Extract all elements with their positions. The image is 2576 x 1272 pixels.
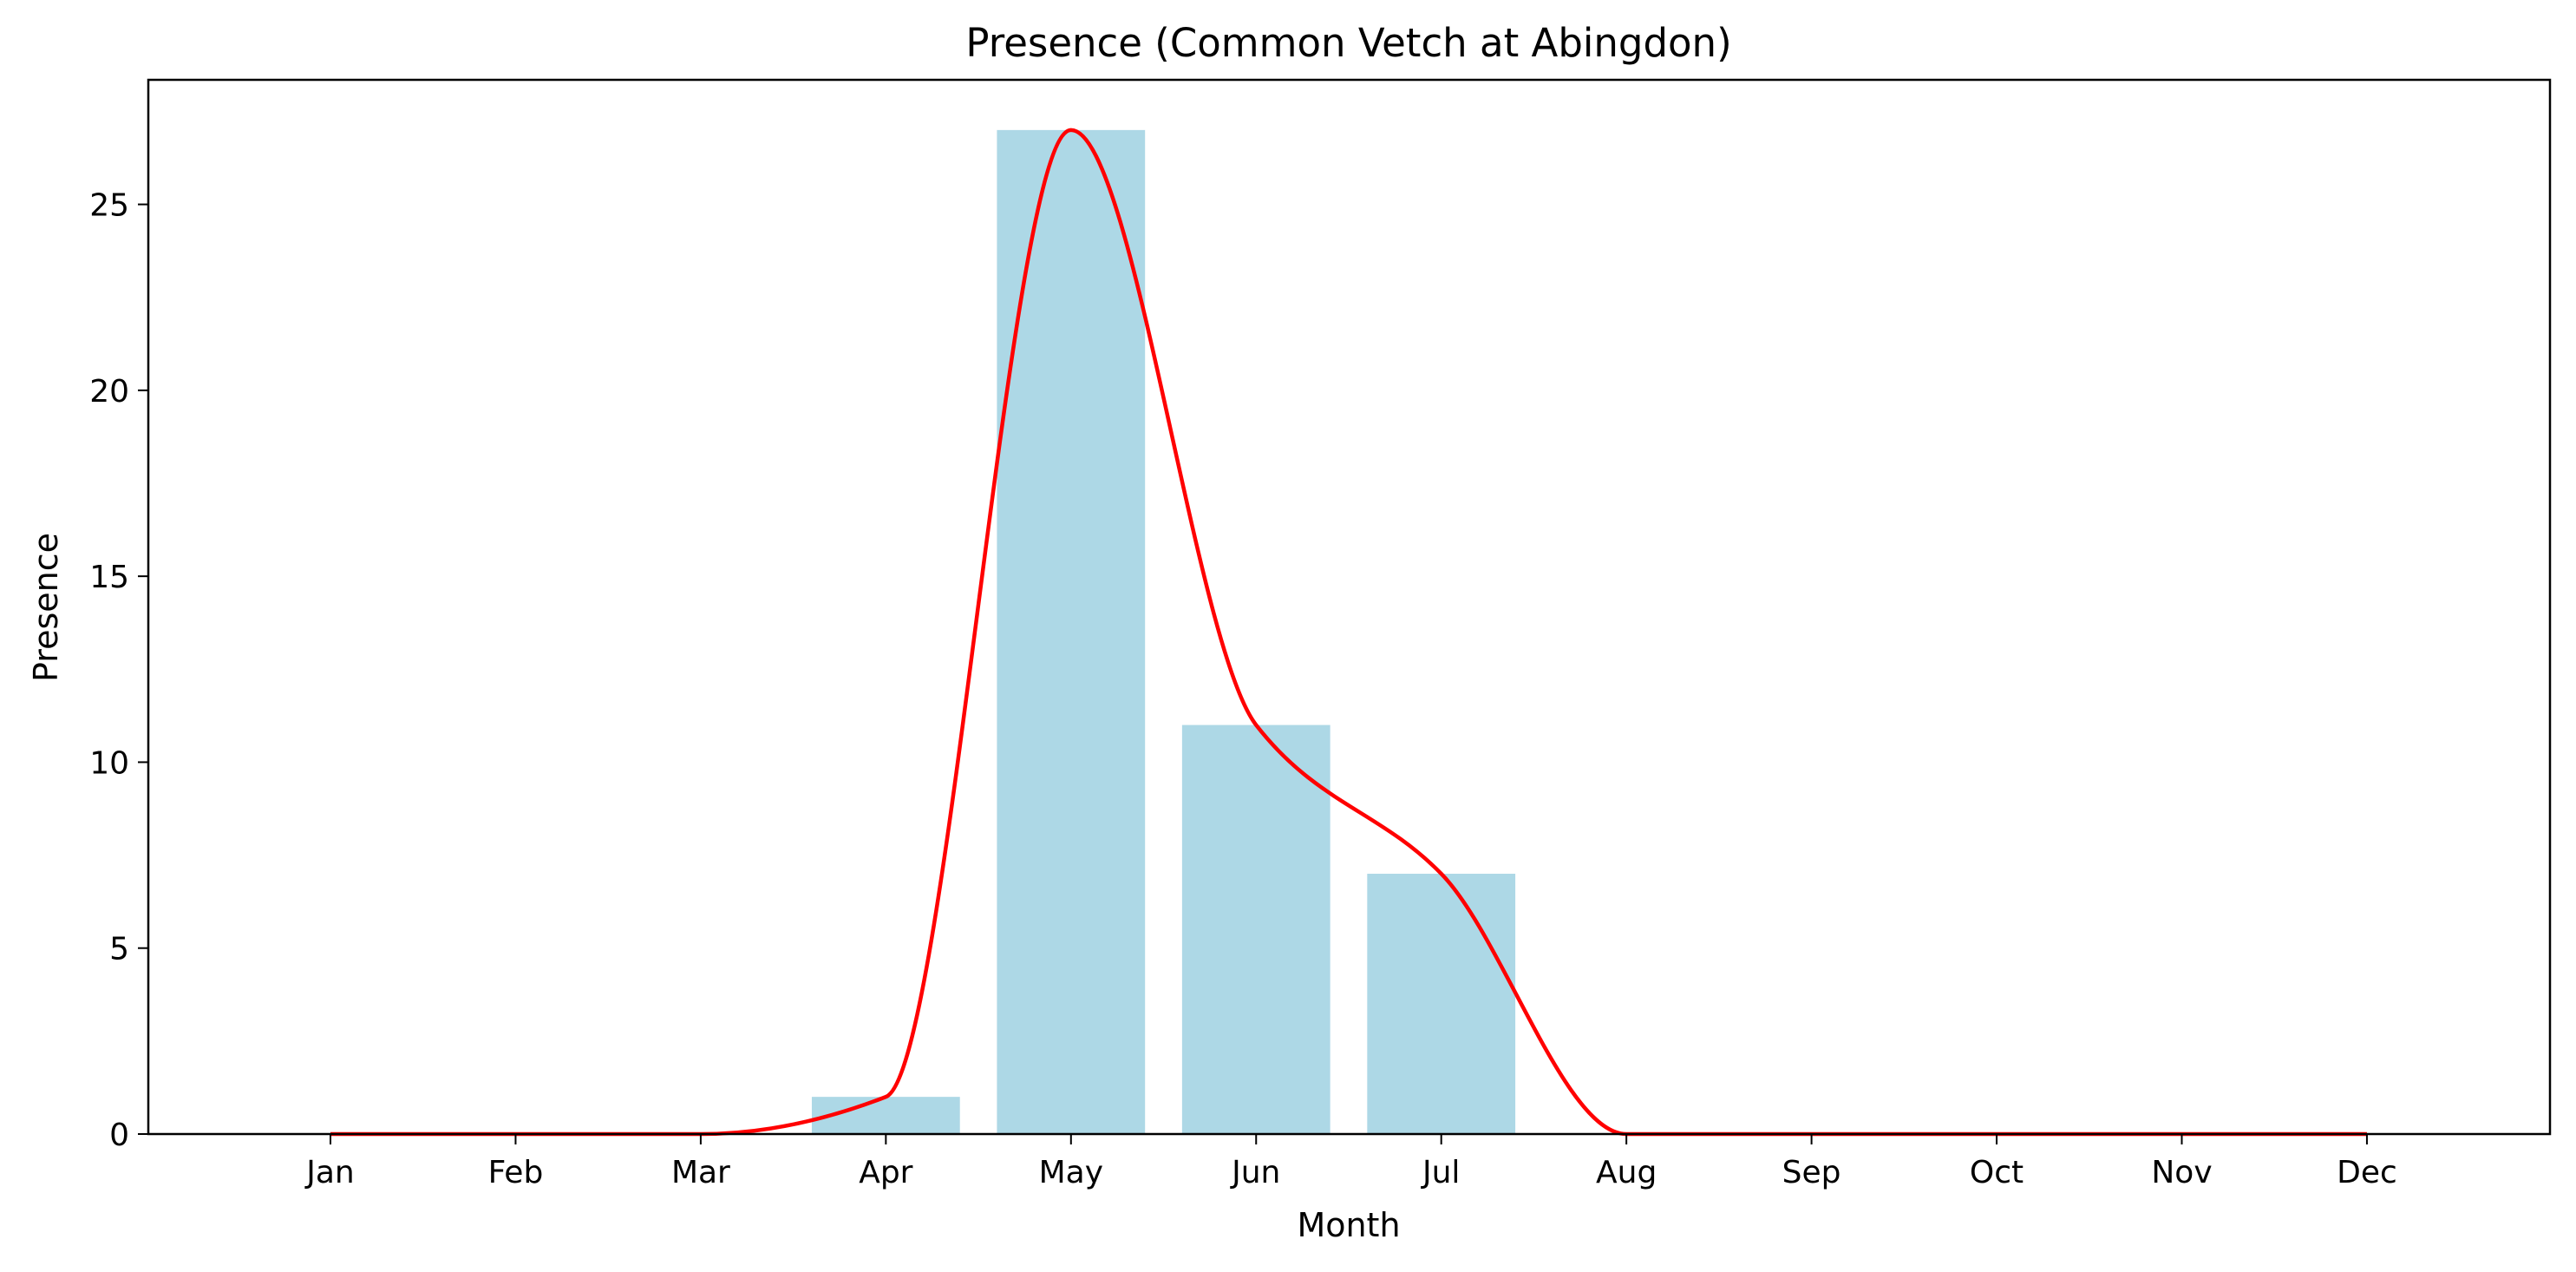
x-tick-label-sep: Sep xyxy=(1782,1155,1841,1190)
x-axis: Jan Feb Mar Apr May Jun Jul Aug Sep Oct Nov Dec xyxy=(304,1134,2397,1190)
y-tick-label-25: 25 xyxy=(89,188,129,224)
x-tick-label-apr: Apr xyxy=(859,1155,912,1190)
y-tick-label-0: 0 xyxy=(109,1118,129,1153)
y-tick-label-5: 5 xyxy=(109,932,129,967)
x-tick-label-aug: Aug xyxy=(1596,1155,1657,1190)
x-tick-label-oct: Oct xyxy=(1970,1155,2024,1190)
x-tick-label-feb: Feb xyxy=(488,1155,544,1190)
x-tick-label-may: May xyxy=(1039,1155,1103,1190)
y-tick-label-10: 10 xyxy=(89,745,129,781)
x-tick-label-jul: Jul xyxy=(1421,1155,1460,1190)
bar-jun xyxy=(1181,725,1330,1134)
bar-may xyxy=(997,129,1146,1134)
chart-title: Presence (Common Vetch at Abingdon) xyxy=(965,20,1731,66)
plot-frame xyxy=(147,78,2552,1136)
x-tick-label-jun: Jun xyxy=(1230,1155,1280,1190)
y-tick-label-20: 20 xyxy=(89,374,129,410)
y-axis-title: Presence xyxy=(27,533,65,682)
x-tick-label-nov: Nov xyxy=(2151,1155,2212,1190)
x-tick-label-jan: Jan xyxy=(304,1155,355,1190)
bar-jul xyxy=(1367,874,1516,1134)
x-tick-label-dec: Dec xyxy=(2337,1155,2397,1190)
y-tick-label-15: 15 xyxy=(89,560,129,595)
y-axis: 0 5 10 15 20 25 xyxy=(89,188,148,1153)
x-axis-title: Month xyxy=(1297,1206,1400,1244)
x-tick-label-mar: Mar xyxy=(671,1155,730,1190)
